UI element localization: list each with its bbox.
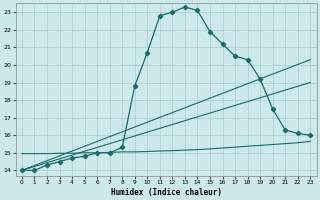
X-axis label: Humidex (Indice chaleur): Humidex (Indice chaleur)	[111, 188, 221, 197]
